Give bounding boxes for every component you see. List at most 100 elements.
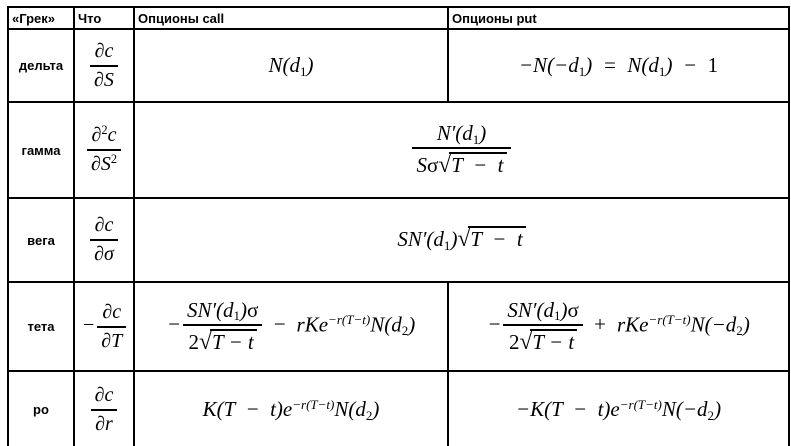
fraction-denominator: Sσ√T − t <box>412 147 511 179</box>
greeks-table: «Грек» Что Опционы call Опционы put дель… <box>7 6 790 446</box>
table-row-rho: ро ∂c ∂r K(T − t)e−r(T−t)N(d2) −K(T − t)e… <box>7 370 790 446</box>
sqrt-symbol: √ <box>438 152 452 179</box>
header-options-put: Опционы put <box>447 6 790 30</box>
fraction: ∂2c ∂S2 <box>86 122 122 175</box>
sqrt-radicand: T − t <box>449 152 507 177</box>
operator: − <box>272 312 287 337</box>
fraction-numerator: ∂c <box>94 39 114 62</box>
subscript: 2 <box>707 408 715 424</box>
fraction-numerator: ∂c <box>94 214 114 236</box>
subscript: 1 <box>472 131 480 147</box>
fraction-numerator: N′(d1) <box>412 122 510 147</box>
formula-vega: SN′(d1)√T − t <box>133 197 790 283</box>
header-greek: «Грек» <box>7 6 75 30</box>
derivative-gamma: ∂2c ∂S2 <box>73 101 135 199</box>
greek-label-rho: ро <box>7 370 75 446</box>
exponent: −r(T−t) <box>292 396 335 412</box>
subscript: 2 <box>365 408 373 424</box>
derivative-theta: − ∂c ∂T <box>73 281 135 372</box>
greek-label-gamma: гамма <box>7 101 75 199</box>
table-row-delta: дельта ∂c ∂S N(d1) −N(−d1) = N(d1) − 1 <box>7 28 790 103</box>
derivative-rho: ∂c ∂r <box>73 370 135 446</box>
sqrt: √T − t <box>438 152 507 179</box>
superscript: 2 <box>101 122 108 137</box>
exponent: −r(T−t) <box>648 311 691 327</box>
math-token: ) <box>240 297 248 322</box>
superscript: 2 <box>110 151 118 166</box>
math-token: K(T − t)e <box>202 397 293 422</box>
fraction-denominator: 2√T − t <box>503 323 583 355</box>
math-token: c <box>107 124 117 146</box>
formula-theta-put: − SN′(d1)σ 2√T − t + rKe−r(T−t)N(−d2) <box>447 281 790 372</box>
math-token: ) <box>742 312 750 337</box>
fraction-numerator: SN′(d1)σ <box>503 299 582 324</box>
math-token: N(d <box>268 53 300 78</box>
math-token: N(−d <box>661 397 708 422</box>
fraction: N′(d1) Sσ√T − t <box>412 122 511 179</box>
greek-label-vega: вега <box>7 197 75 283</box>
fraction-denominator: ∂S2 <box>86 149 122 175</box>
header-options-call: Опционы call <box>133 6 449 30</box>
math-token: N(−d <box>690 312 737 337</box>
header-what: Что <box>73 6 135 30</box>
formula-gamma: N′(d1) Sσ√T − t <box>133 101 790 199</box>
exponent: −r(T−t) <box>328 311 371 327</box>
fraction-numerator: ∂c <box>102 300 122 323</box>
fraction: ∂c ∂S <box>90 39 118 91</box>
fraction-numerator: ∂c <box>94 383 114 406</box>
table-row-vega: вега ∂c ∂σ SN′(d1)√T − t <box>7 197 790 283</box>
math-token: 1 <box>707 53 719 78</box>
fraction: ∂c ∂σ <box>90 215 118 265</box>
math-token: N(d <box>334 397 366 422</box>
fraction: SN′(d1)σ 2√T − t <box>503 299 583 355</box>
sigma-symbol: σ <box>426 153 439 178</box>
math-token: ) <box>372 397 380 422</box>
math-token: ) <box>306 53 314 78</box>
subscript: 1 <box>443 238 451 254</box>
fraction-denominator: ∂S <box>90 64 118 91</box>
derivative-delta: ∂c ∂S <box>73 28 135 103</box>
minus-sign: − <box>81 314 96 337</box>
table-row-gamma: гамма ∂2c ∂S2 N′(d1) Sσ√T − t <box>7 101 790 199</box>
fraction: ∂c ∂r <box>90 383 118 435</box>
math-token: −N(−d <box>518 53 579 78</box>
math-token: ∂ <box>91 124 102 146</box>
math-token: S <box>416 153 427 178</box>
fraction-denominator: ∂r <box>90 408 118 435</box>
fraction-denominator: 2√T − t <box>182 323 263 355</box>
sqrt-symbol: √ <box>457 226 471 253</box>
math-token: ) <box>560 297 568 322</box>
math-token: N′(d <box>436 121 473 146</box>
exponent: −r(T−t) <box>619 396 662 412</box>
fraction-numerator: ∂2c <box>87 122 121 149</box>
subscript: 1 <box>233 308 241 324</box>
sqrt-radicand: T − t <box>468 226 526 251</box>
formula-delta-put: −N(−d1) = N(d1) − 1 <box>447 28 790 103</box>
subscript: 1 <box>299 64 307 80</box>
fraction-numerator: SN′(d1)σ <box>183 299 262 324</box>
table-row-theta: тета − ∂c ∂T − SN′(d1)σ 2√T − t − rKe−r(T−t)N(… <box>7 281 790 372</box>
math-token: SN′(d <box>507 297 554 322</box>
greek-label-theta: тета <box>7 281 75 372</box>
subscript: 1 <box>553 308 561 324</box>
greek-label-delta: дельта <box>7 28 75 103</box>
subscript: 1 <box>658 64 666 80</box>
formula-rho-put: −K(T − t)e−r(T−t)N(−d2) <box>447 370 790 446</box>
fraction-denominator: ∂σ <box>90 239 118 265</box>
math-token: ) = N(d <box>585 53 659 78</box>
math-token: ) <box>714 397 722 422</box>
minus-sign: − <box>487 312 502 337</box>
math-token: ) − <box>665 53 708 78</box>
sqrt: √T − t <box>519 328 578 354</box>
header-row: «Грек» Что Опционы call Опционы put <box>7 6 790 30</box>
derivative-vega: ∂c ∂σ <box>73 197 135 283</box>
sigma-symbol: σ <box>247 297 259 322</box>
fraction: ∂c ∂T <box>97 300 127 352</box>
operator: + <box>592 312 607 337</box>
formula-rho-call: K(T − t)e−r(T−t)N(d2) <box>133 370 449 446</box>
sqrt-radicand: T − t <box>530 328 578 354</box>
fraction-denominator: ∂T <box>97 325 127 352</box>
math-token: ) <box>450 227 458 252</box>
sigma-symbol: σ <box>567 297 579 322</box>
math-token: rKe <box>616 312 649 337</box>
